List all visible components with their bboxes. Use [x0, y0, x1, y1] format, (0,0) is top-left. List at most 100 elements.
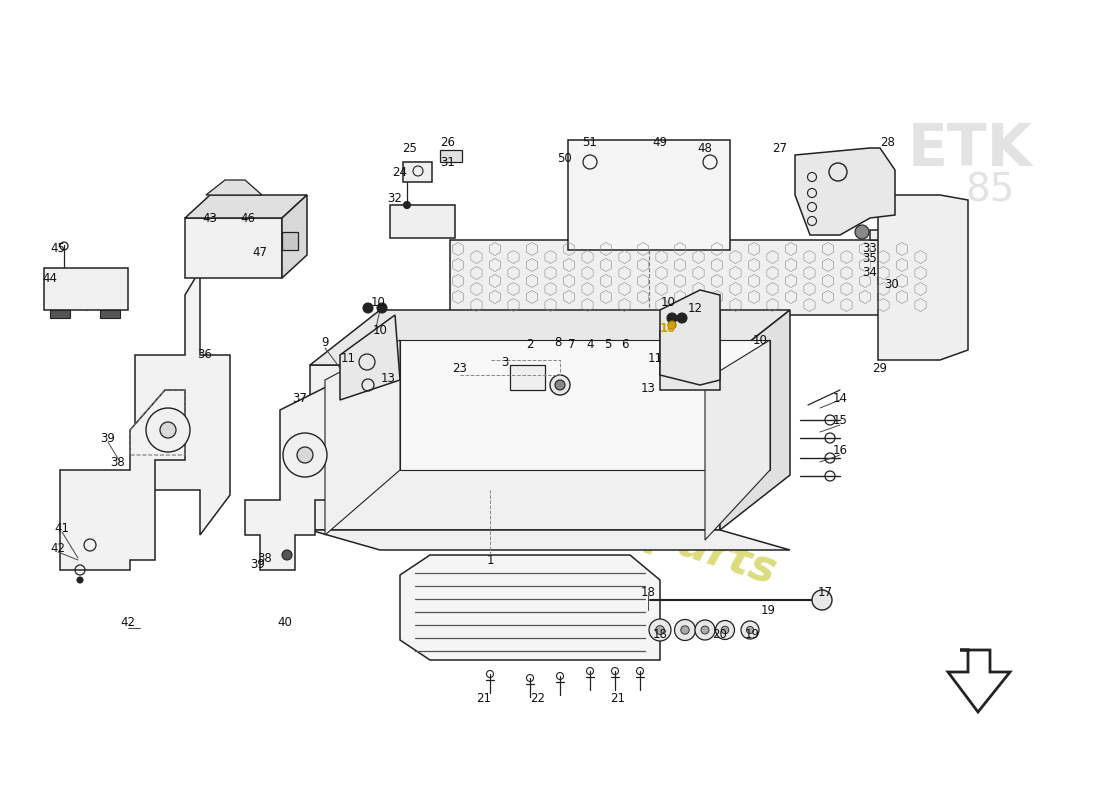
Circle shape: [668, 321, 676, 329]
Text: 21: 21: [476, 691, 492, 705]
Text: 13: 13: [381, 371, 395, 385]
Text: 15: 15: [833, 414, 847, 426]
Text: 13: 13: [640, 382, 656, 394]
Text: 40: 40: [277, 615, 293, 629]
Polygon shape: [324, 340, 400, 535]
Polygon shape: [135, 270, 230, 535]
Text: 42: 42: [51, 542, 66, 554]
Polygon shape: [50, 310, 70, 318]
Polygon shape: [660, 310, 720, 390]
Text: 50: 50: [558, 151, 572, 165]
Text: 42: 42: [121, 615, 135, 629]
Text: 25: 25: [403, 142, 417, 154]
Circle shape: [676, 313, 688, 323]
Polygon shape: [878, 195, 968, 360]
Circle shape: [77, 577, 82, 583]
Polygon shape: [510, 365, 544, 390]
Text: 18: 18: [652, 627, 668, 641]
Text: a passion for parts: a passion for parts: [319, 406, 781, 594]
Text: 8: 8: [554, 335, 562, 349]
Text: 16: 16: [833, 443, 847, 457]
Polygon shape: [206, 180, 262, 195]
Text: 10: 10: [660, 322, 676, 334]
Polygon shape: [60, 390, 185, 570]
Polygon shape: [100, 310, 120, 318]
Circle shape: [556, 380, 565, 390]
Text: 41: 41: [55, 522, 69, 534]
Text: 51: 51: [583, 135, 597, 149]
Text: 38: 38: [111, 455, 125, 469]
Text: 2: 2: [526, 338, 534, 351]
Circle shape: [695, 620, 715, 640]
Polygon shape: [44, 268, 128, 310]
Text: 46: 46: [241, 211, 255, 225]
Text: 49: 49: [652, 135, 668, 149]
Text: 23: 23: [452, 362, 468, 374]
Text: 4: 4: [586, 338, 594, 351]
Polygon shape: [400, 555, 660, 660]
Circle shape: [283, 433, 327, 477]
Text: 36: 36: [198, 349, 212, 362]
Text: 39: 39: [251, 558, 265, 571]
Circle shape: [722, 626, 729, 634]
Circle shape: [674, 619, 695, 641]
Text: 44: 44: [43, 271, 57, 285]
Polygon shape: [185, 218, 282, 278]
Circle shape: [550, 375, 570, 395]
Polygon shape: [310, 530, 790, 550]
Circle shape: [146, 408, 190, 452]
Text: 10: 10: [373, 323, 387, 337]
Text: 7: 7: [569, 338, 575, 351]
Text: 11: 11: [648, 351, 662, 365]
Circle shape: [297, 447, 313, 463]
Circle shape: [160, 422, 176, 438]
Polygon shape: [310, 365, 720, 530]
Text: 43: 43: [202, 211, 218, 225]
Circle shape: [282, 550, 292, 560]
Text: ETK: ETK: [908, 122, 1033, 178]
Text: 20: 20: [713, 627, 727, 641]
Text: 6: 6: [621, 338, 629, 351]
Text: 48: 48: [697, 142, 713, 154]
Text: 27: 27: [772, 142, 788, 154]
Polygon shape: [870, 230, 940, 240]
Text: 10: 10: [752, 334, 768, 346]
Text: 28: 28: [881, 135, 895, 149]
Polygon shape: [310, 310, 790, 365]
Circle shape: [656, 626, 664, 634]
Text: 38: 38: [257, 551, 273, 565]
Polygon shape: [568, 140, 730, 250]
Text: 1: 1: [486, 554, 494, 566]
Polygon shape: [403, 162, 432, 182]
Text: 33: 33: [862, 242, 878, 254]
Polygon shape: [340, 315, 400, 400]
Text: 12: 12: [688, 302, 703, 314]
Text: 45: 45: [51, 242, 65, 254]
Text: 35: 35: [862, 251, 878, 265]
Polygon shape: [390, 205, 455, 238]
Text: 19: 19: [745, 627, 759, 641]
Circle shape: [741, 621, 759, 639]
Text: 85: 85: [966, 171, 1014, 209]
Text: 37: 37: [293, 391, 307, 405]
Text: 3: 3: [502, 355, 508, 369]
Text: 24: 24: [393, 166, 407, 178]
Circle shape: [667, 313, 676, 323]
Polygon shape: [282, 232, 298, 250]
Text: 19: 19: [760, 603, 775, 617]
Polygon shape: [795, 148, 895, 235]
Circle shape: [715, 621, 735, 639]
Text: 34: 34: [862, 266, 878, 278]
Circle shape: [701, 626, 710, 634]
Polygon shape: [282, 195, 307, 278]
Text: 29: 29: [872, 362, 888, 374]
Circle shape: [404, 202, 410, 209]
Polygon shape: [450, 240, 940, 315]
Text: 47: 47: [253, 246, 267, 258]
Circle shape: [681, 626, 690, 634]
Text: 39: 39: [100, 431, 116, 445]
Text: 5: 5: [604, 338, 612, 351]
Polygon shape: [948, 650, 1010, 712]
Text: 32: 32: [387, 191, 403, 205]
Text: 31: 31: [441, 155, 455, 169]
